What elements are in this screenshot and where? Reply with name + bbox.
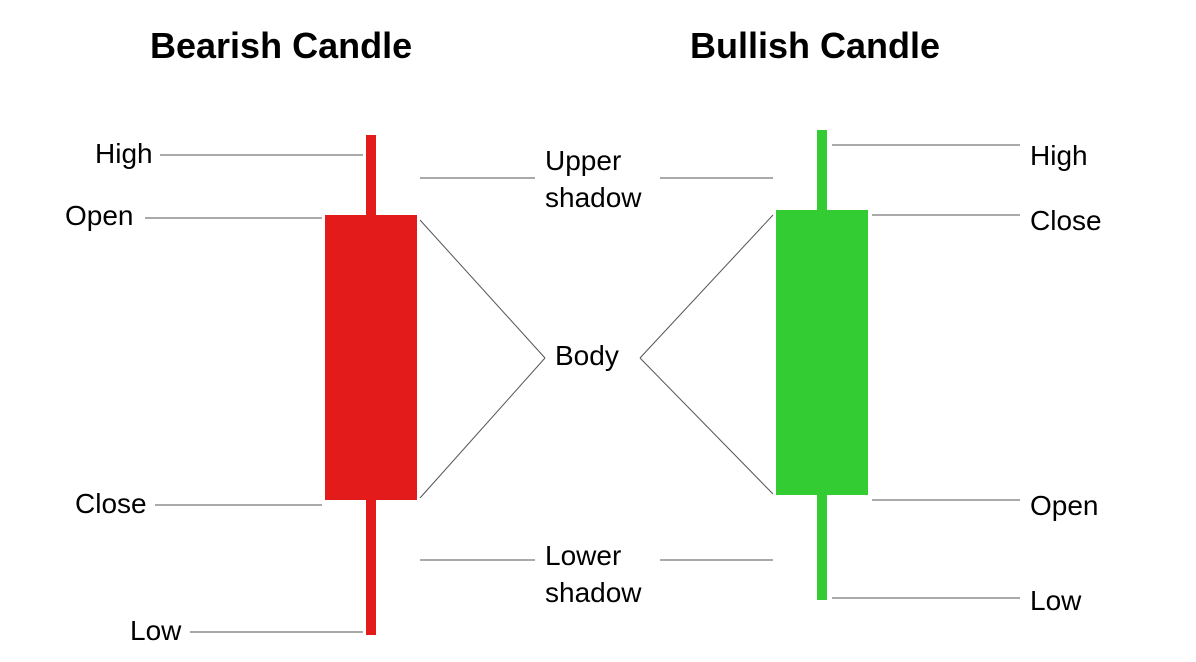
- label-lower-shadow-1: Lower: [545, 540, 621, 572]
- label-upper-shadow-2: shadow: [545, 182, 642, 214]
- label-bearish-low: Low: [130, 615, 181, 647]
- label-bearish-high: High: [95, 138, 153, 170]
- label-lower-shadow-2: shadow: [545, 577, 642, 609]
- candlestick-diagram: Bearish Candle Bullish Candle High Open …: [0, 0, 1196, 662]
- label-body: Body: [555, 340, 619, 372]
- label-bullish-close: Close: [1030, 205, 1102, 237]
- label-bullish-open: Open: [1030, 490, 1099, 522]
- label-bullish-high: High: [1030, 140, 1088, 172]
- label-upper-shadow-1: Upper: [545, 145, 621, 177]
- label-bearish-close: Close: [75, 488, 147, 520]
- label-bearish-open: Open: [65, 200, 134, 232]
- label-bullish-low: Low: [1030, 585, 1081, 617]
